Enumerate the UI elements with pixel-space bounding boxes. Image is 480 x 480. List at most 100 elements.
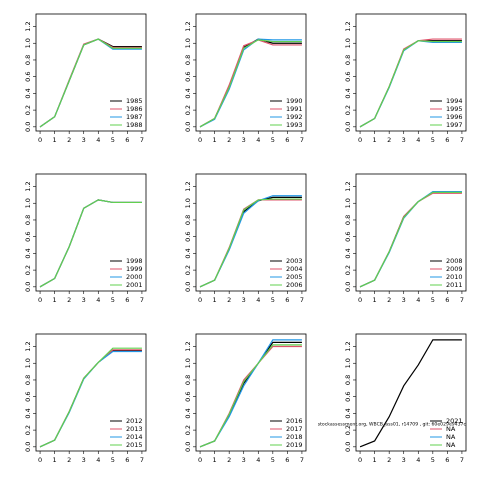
x-tick-label: 1 bbox=[53, 136, 57, 144]
legend-label: NA bbox=[446, 425, 456, 433]
x-tick-label: 6 bbox=[285, 296, 289, 304]
x-tick-label: 4 bbox=[256, 456, 260, 464]
legend-label: 2003 bbox=[286, 257, 303, 265]
y-tick-label: 0.8 bbox=[184, 215, 192, 225]
y-tick-label: 0.4 bbox=[344, 408, 352, 418]
x-tick-label: 3 bbox=[402, 456, 406, 464]
y-tick-label: 0.0 bbox=[184, 282, 192, 292]
y-tick-label: 1.2 bbox=[184, 181, 192, 191]
legend-label: 1993 bbox=[286, 121, 303, 129]
x-tick-label: 0 bbox=[38, 296, 42, 304]
y-tick-label: 1.2 bbox=[184, 341, 192, 351]
legend-label: 2011 bbox=[446, 281, 463, 289]
x-tick-label: 3 bbox=[242, 296, 246, 304]
y-tick-label: 0.6 bbox=[344, 72, 352, 82]
x-tick-label: 5 bbox=[111, 456, 115, 464]
y-tick-label: 0.2 bbox=[24, 105, 32, 115]
y-tick-label: 1.0 bbox=[184, 198, 192, 208]
y-tick-label: 0.2 bbox=[184, 265, 192, 275]
x-tick-label: 7 bbox=[140, 296, 144, 304]
x-tick-label: 2 bbox=[387, 456, 391, 464]
x-tick-label: 4 bbox=[96, 136, 100, 144]
series-line bbox=[359, 191, 462, 288]
y-tick-label: 0.0 bbox=[184, 122, 192, 132]
series-line bbox=[199, 39, 302, 128]
x-tick-label: 2 bbox=[227, 296, 231, 304]
y-tick-label: 1.0 bbox=[24, 38, 32, 48]
y-tick-label: 1.2 bbox=[344, 181, 352, 191]
y-tick-label: 0.6 bbox=[24, 392, 32, 402]
x-tick-label: 4 bbox=[416, 456, 420, 464]
y-tick-label: 1.0 bbox=[184, 358, 192, 368]
x-tick-label: 6 bbox=[285, 456, 289, 464]
x-tick-label: 7 bbox=[460, 456, 464, 464]
legend-label: 2006 bbox=[286, 281, 303, 289]
y-tick-label: 0.4 bbox=[184, 408, 192, 418]
y-tick-label: 1.0 bbox=[344, 358, 352, 368]
legend-label: 1992 bbox=[286, 113, 303, 121]
plot-frame bbox=[355, 13, 467, 132]
y-tick-label: 0.0 bbox=[24, 282, 32, 292]
x-tick-label: 7 bbox=[140, 456, 144, 464]
x-tick-label: 6 bbox=[285, 136, 289, 144]
x-tick-label: 6 bbox=[125, 296, 129, 304]
x-tick-label: 7 bbox=[300, 296, 304, 304]
annotation: stockassessment.org, WBCB_ass01, r14709 … bbox=[318, 422, 467, 428]
y-tick-label: 0.6 bbox=[344, 232, 352, 242]
y-tick-label: 0.4 bbox=[184, 248, 192, 258]
y-tick-label: 0.0 bbox=[344, 442, 352, 452]
x-tick-label: 2 bbox=[67, 296, 71, 304]
y-tick-label: 0.0 bbox=[344, 122, 352, 132]
series-line bbox=[359, 40, 462, 128]
y-tick-label: 0.2 bbox=[24, 265, 32, 275]
plot-frame bbox=[195, 333, 307, 452]
series-line bbox=[359, 339, 462, 448]
legend-label: 1985 bbox=[126, 97, 143, 105]
plot-frame bbox=[35, 173, 147, 292]
x-tick-label: 7 bbox=[460, 136, 464, 144]
x-tick-label: 1 bbox=[213, 136, 217, 144]
legend-label: 2019 bbox=[286, 441, 303, 449]
x-tick-label: 7 bbox=[300, 456, 304, 464]
y-tick-label: 1.2 bbox=[344, 341, 352, 351]
legend-label: 2014 bbox=[126, 433, 143, 441]
x-tick-label: 7 bbox=[300, 136, 304, 144]
legend-label: 2009 bbox=[446, 265, 463, 273]
legend-label: 2001 bbox=[126, 281, 143, 289]
x-tick-label: 2 bbox=[387, 296, 391, 304]
y-tick-label: 1.0 bbox=[184, 38, 192, 48]
legend-label: 1987 bbox=[126, 113, 143, 121]
legend-label: NA bbox=[446, 441, 456, 449]
legend-label: 2016 bbox=[286, 417, 303, 425]
legend-label: 1991 bbox=[286, 105, 303, 113]
x-tick-label: 1 bbox=[373, 136, 377, 144]
x-tick-label: 7 bbox=[460, 296, 464, 304]
y-tick-label: 0.0 bbox=[24, 442, 32, 452]
x-tick-label: 1 bbox=[53, 456, 57, 464]
y-tick-label: 0.8 bbox=[24, 215, 32, 225]
y-tick-label: 0.2 bbox=[184, 105, 192, 115]
x-tick-label: 5 bbox=[431, 456, 435, 464]
legend-label: 2010 bbox=[446, 273, 463, 281]
x-tick-label: 1 bbox=[373, 296, 377, 304]
legend-label: 2005 bbox=[286, 273, 303, 281]
y-tick-label: 0.4 bbox=[24, 248, 32, 258]
series-line bbox=[199, 344, 302, 448]
x-tick-label: 2 bbox=[67, 456, 71, 464]
x-tick-label: 0 bbox=[358, 136, 362, 144]
legend-label: NA bbox=[446, 433, 456, 441]
legend-label: 1997 bbox=[446, 121, 463, 129]
y-tick-label: 1.2 bbox=[24, 21, 32, 31]
legend-label: 2018 bbox=[286, 433, 303, 441]
plot-frame bbox=[195, 173, 307, 292]
x-tick-label: 3 bbox=[242, 136, 246, 144]
y-tick-label: 0.2 bbox=[344, 105, 352, 115]
x-tick-label: 6 bbox=[125, 456, 129, 464]
y-tick-label: 0.2 bbox=[24, 425, 32, 435]
x-tick-label: 1 bbox=[213, 296, 217, 304]
x-tick-label: 0 bbox=[38, 456, 42, 464]
plot-frame bbox=[195, 13, 307, 132]
x-tick-label: 4 bbox=[96, 296, 100, 304]
x-tick-label: 4 bbox=[256, 136, 260, 144]
x-tick-label: 0 bbox=[198, 136, 202, 144]
